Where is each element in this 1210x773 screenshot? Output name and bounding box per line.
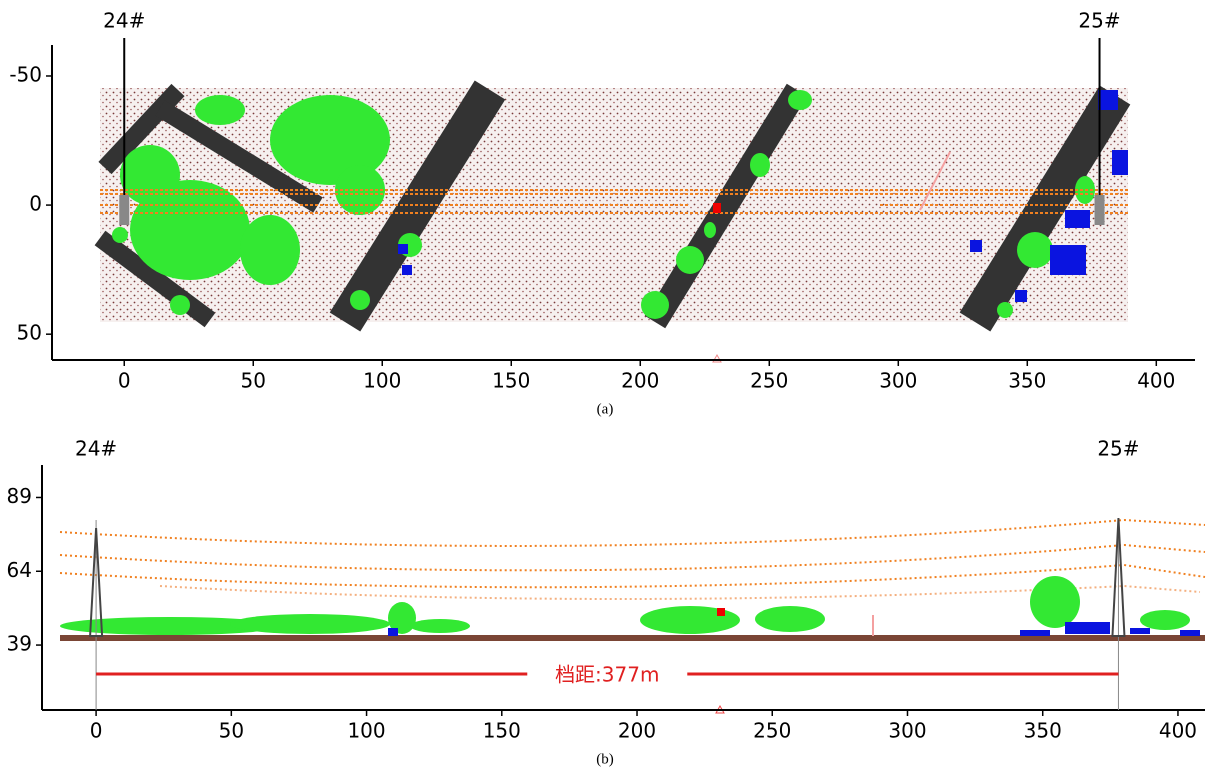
x-tick-label: 400 (1159, 719, 1197, 743)
tower-base (119, 195, 130, 225)
y-tick-label: 50 (17, 321, 42, 345)
x-tick-label: 150 (483, 719, 521, 743)
tower-label: 24# (75, 437, 117, 461)
span-label-bg (527, 660, 688, 688)
span-label: 档距:377m (555, 663, 659, 687)
y-tick-label: -50 (9, 62, 42, 86)
tower-label: 25# (1078, 9, 1120, 33)
x-tick-label: 50 (241, 369, 266, 393)
plan-cloud (94, 80, 1131, 363)
y-tick-label: 64 (7, 558, 32, 582)
y-tick-label: 0 (29, 192, 42, 216)
x-tick-label: 50 (219, 719, 244, 743)
x-tick-label: 100 (363, 369, 401, 393)
x-tick-label: 100 (347, 719, 385, 743)
tower-label: 25# (1097, 437, 1139, 461)
x-tick-label: 300 (879, 369, 917, 393)
x-tick-label: 150 (492, 369, 530, 393)
caption: (b) (596, 751, 614, 767)
x-tick-label: 200 (618, 719, 656, 743)
x-tick-label: 250 (753, 719, 791, 743)
caption: (a) (597, 401, 614, 417)
y-tick-label: 39 (7, 632, 32, 656)
x-tick-label: 0 (90, 719, 103, 743)
x-tick-label: 0 (118, 369, 131, 393)
tower-base (1094, 195, 1105, 225)
x-tick-label: 200 (621, 369, 659, 393)
x-tick-label: 400 (1137, 369, 1175, 393)
x-tick-label: 350 (1008, 369, 1046, 393)
tower-label: 24# (103, 9, 145, 33)
tower (89, 527, 104, 637)
x-tick-label: 300 (888, 719, 926, 743)
tower (1111, 517, 1126, 637)
x-tick-label: 350 (1024, 719, 1062, 743)
x-tick-label: 250 (750, 369, 788, 393)
y-tick-label: 89 (7, 484, 32, 508)
profile-cloud (59, 518, 1206, 714)
